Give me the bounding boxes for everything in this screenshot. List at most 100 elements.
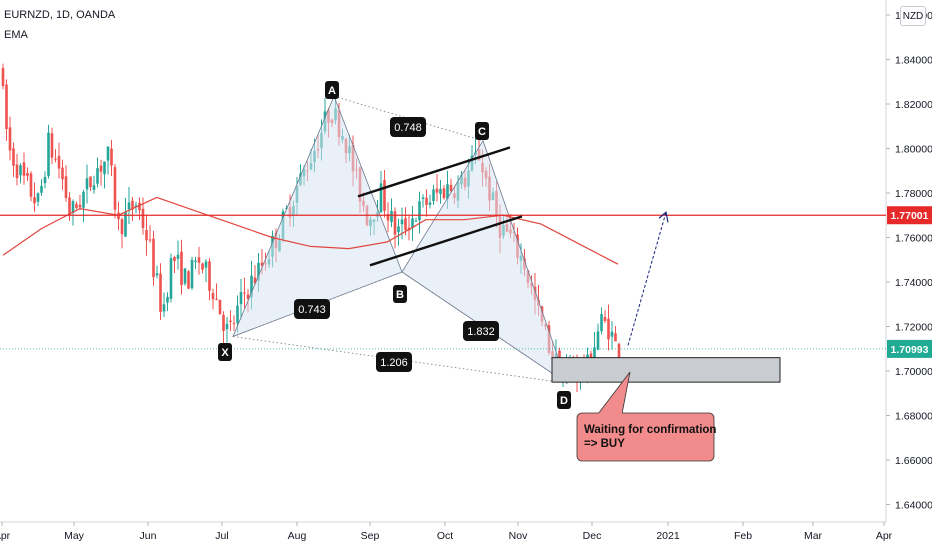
price-badge-resistance	[887, 206, 932, 225]
candle-body	[421, 197, 425, 199]
time-tick-label: Nov	[509, 530, 528, 542]
candle-body	[183, 268, 187, 284]
ratio-label-box	[463, 321, 499, 341]
symbol-title: EURNZD, 1D, OANDA	[4, 9, 116, 21]
time-tick-label: Mar	[804, 530, 823, 542]
candle-body	[449, 184, 453, 192]
price-tick-label: 1.82000	[895, 99, 932, 111]
point-label-box	[557, 391, 571, 409]
candle-body	[113, 167, 117, 210]
candle-body	[204, 261, 208, 268]
candle-body	[159, 273, 162, 312]
price-tick-label: 1.72000	[895, 322, 932, 334]
candle-body	[166, 296, 169, 303]
candle-body	[596, 331, 600, 350]
candle-body	[1, 68, 5, 87]
candle-body	[243, 292, 246, 294]
candle-body	[89, 176, 92, 188]
pattern-triangle-bcd	[401, 139, 568, 385]
candle-body	[439, 188, 442, 194]
point-label-d: D	[560, 395, 568, 407]
candle-body	[22, 162, 26, 176]
price-tick-label: 1.80000	[895, 144, 932, 156]
candle-body	[229, 320, 232, 323]
point-label-box	[325, 81, 339, 99]
time-tick-label: Oct	[437, 530, 453, 542]
currency-button[interactable]: NZD	[900, 6, 926, 26]
candle-body	[8, 127, 12, 151]
point-label-b: B	[396, 289, 404, 301]
time-tick-label: Feb	[734, 530, 752, 542]
candle-body	[222, 314, 225, 332]
candle-body	[131, 200, 134, 210]
price-badge-label-resistance: 1.77001	[891, 210, 929, 222]
candle-body	[446, 184, 449, 200]
price-badge-last	[887, 339, 932, 358]
candle-body	[71, 201, 75, 213]
candle-body	[260, 262, 264, 266]
projection-arrow-line	[627, 212, 667, 346]
candle-body	[218, 299, 222, 315]
point-label-box	[393, 285, 407, 303]
candle-body	[187, 271, 190, 289]
candle-body	[190, 259, 194, 289]
buy-zone-rectangle[interactable]	[551, 357, 781, 383]
candle-body	[75, 203, 78, 209]
candle-body	[215, 298, 218, 300]
ratio-label: 0.748	[394, 122, 422, 134]
price-badge-label-last: 1.70993	[891, 344, 929, 356]
candle-body	[68, 197, 71, 215]
price-tick-label: 1.66000	[895, 455, 932, 467]
candle-body	[50, 133, 54, 158]
price-tick-label: 1.74000	[895, 277, 932, 289]
price-tick-label: 1.78000	[895, 188, 932, 200]
candle-body	[225, 323, 229, 330]
candle-body	[211, 293, 215, 300]
candle-body	[176, 254, 180, 259]
candle-body	[603, 316, 607, 321]
candle-body	[400, 219, 404, 225]
note-box[interactable]	[576, 412, 715, 462]
point-label-a: A	[328, 85, 336, 97]
candle-body	[425, 197, 428, 205]
candle-body	[236, 305, 239, 323]
candle-body	[257, 262, 260, 281]
price-tick-label: 1.68000	[895, 411, 932, 423]
time-tick-label: Jul	[215, 530, 228, 542]
candle-body	[253, 277, 257, 284]
candle-body	[85, 178, 89, 190]
candle-body	[92, 185, 96, 190]
candle-body	[411, 218, 414, 229]
candle-body	[155, 273, 159, 276]
candle-body	[124, 211, 127, 237]
point-label-x: X	[221, 347, 229, 359]
time-tick-label: Dec	[583, 530, 602, 542]
candle-body	[36, 193, 40, 202]
candle-body	[33, 197, 36, 204]
candle-body	[145, 230, 148, 241]
point-label-c: C	[478, 126, 486, 138]
price-tick-label: 1.84000	[895, 55, 932, 67]
candle-body	[600, 314, 603, 332]
candle-body	[162, 304, 166, 312]
indicator-label: EMA	[4, 29, 28, 41]
candle-body	[40, 185, 43, 193]
candle-body	[110, 148, 113, 166]
candle-body	[180, 251, 183, 286]
channel-lower-line[interactable]	[369, 215, 523, 267]
candle-body	[78, 204, 82, 208]
candle-body	[250, 275, 253, 298]
candle-body	[47, 132, 50, 176]
candle-body	[29, 173, 33, 197]
candle-body	[432, 189, 435, 202]
candle-body	[43, 176, 47, 184]
time-tick-label: Jun	[140, 530, 157, 542]
candle-body	[134, 205, 138, 207]
candle-body	[5, 84, 8, 130]
candle-body	[19, 165, 22, 176]
time-tick-label: Apr	[876, 530, 893, 542]
channel-upper-line[interactable]	[357, 146, 511, 198]
point-label-box	[218, 343, 232, 361]
